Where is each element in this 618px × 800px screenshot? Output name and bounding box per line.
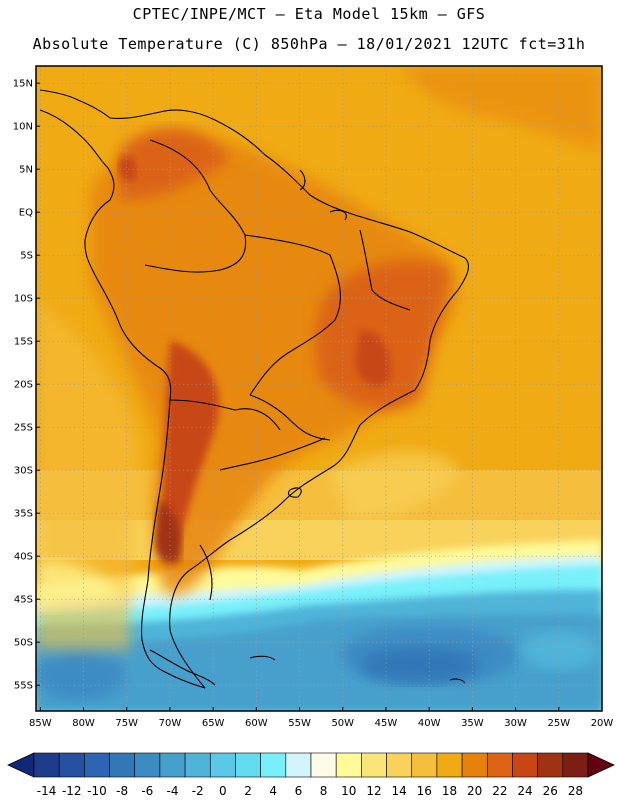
lon-tick-label: 30W <box>504 718 527 729</box>
lat-tick-label: 50S <box>14 638 33 649</box>
temperature-field <box>36 66 602 711</box>
lon-tick-label: 60W <box>245 718 268 729</box>
lon-tick-label: 85W <box>29 718 52 729</box>
colorbar-label: -8 <box>116 784 128 798</box>
latitude-axis: 15N 10N 5N EQ 5S 10S 15S 20S 25S 30S 35S 40S 45S 50S 5… <box>13 79 40 692</box>
lon-tick-label: 50W <box>331 718 354 729</box>
lat-tick-label: 40S <box>14 552 33 563</box>
lon-tick-label: 40W <box>418 718 441 729</box>
colorbar-swatch <box>235 752 261 778</box>
colorbar-label: -4 <box>167 784 179 798</box>
colorbar-swatch <box>436 752 463 778</box>
lat-tick-label: 10N <box>13 122 33 133</box>
colorbar-label: 28 <box>568 784 583 798</box>
colorbar-high-arrow <box>587 752 615 778</box>
colorbar-label: 18 <box>442 784 457 798</box>
map-frame <box>35 65 603 712</box>
colorbar-swatch <box>33 752 60 778</box>
colorbar-swatch <box>512 752 538 778</box>
lon-tick-label: 45W <box>375 718 398 729</box>
lat-tick-label: 5N <box>19 165 33 176</box>
lat-tick-label: EQ <box>19 208 33 219</box>
title-line-2: Absolute Temperature (C) 850hPa – 18/01/… <box>32 35 586 53</box>
colorbar-swatch <box>562 752 589 778</box>
colorbar-label: 0 <box>219 784 227 798</box>
colorbar-label: 8 <box>320 784 328 798</box>
colorbar-label: -12 <box>62 784 82 798</box>
colorbar-swatch <box>109 752 136 778</box>
lat-tick-label: 30S <box>14 466 33 477</box>
lat-tick-label: 55S <box>14 681 33 692</box>
lat-tick-label: 35S <box>14 509 33 520</box>
lon-tick-label: 75W <box>115 718 138 729</box>
longitude-axis: 85W 80W 75W 70W 65W 60W 55W 50W 45W 40W 35W 30W 25W 2… <box>29 707 613 729</box>
colorbar-swatch <box>260 752 287 778</box>
lon-tick-label: 65W <box>202 718 225 729</box>
colorbar-low-arrow <box>7 752 35 778</box>
colorbar-label: 12 <box>366 784 381 798</box>
colorbar-swatch <box>58 752 85 778</box>
colorbar-label: 16 <box>417 784 432 798</box>
lat-tick-label: 5S <box>20 251 33 262</box>
colorbar-swatch <box>411 752 438 778</box>
colorbar-label: 20 <box>467 784 482 798</box>
colorbar-swatch <box>386 752 413 778</box>
colorbar-swatch <box>84 752 110 778</box>
colorbar-label: 26 <box>543 784 558 798</box>
colorbar-label: 2 <box>244 784 252 798</box>
colorbar-swatch <box>461 752 488 778</box>
colorbar-swatch <box>159 752 186 778</box>
colorbar-label: -14 <box>37 784 57 798</box>
colorbar-swatch <box>486 752 513 778</box>
colorbar-label: -6 <box>141 784 153 798</box>
lon-tick-label: 20W <box>591 718 614 729</box>
colorbar-label: 14 <box>391 784 406 798</box>
colorbar-swatch <box>361 752 387 778</box>
lat-tick-label: 20S <box>14 380 33 391</box>
lat-tick-label: 15N <box>13 79 33 90</box>
colorbar-label: 6 <box>295 784 303 798</box>
lon-tick-label: 25W <box>547 718 570 729</box>
lat-tick-label: 10S <box>14 294 33 305</box>
colorbar-swatch <box>134 752 161 778</box>
colorbar-label: 10 <box>341 784 356 798</box>
colorbar-swatch <box>209 752 236 778</box>
lon-tick-label: 70W <box>159 718 182 729</box>
colorbar-swatch <box>184 752 211 778</box>
lon-tick-label: 55W <box>288 718 311 729</box>
colorbar-swatch <box>335 752 362 778</box>
lat-tick-label: 45S <box>14 595 33 606</box>
colorbar: -14 -12 -10 -8 -6 -4 -2 0 2 4 6 8 10 12 14 16 18 20 22 24 26… <box>7 752 615 798</box>
colorbar-label: 22 <box>492 784 507 798</box>
colorbar-swatch <box>310 752 337 778</box>
colorbar-label: -10 <box>87 784 107 798</box>
title-line-1: CPTEC/INPE/MCT – Eta Model 15km – GFS <box>132 5 486 23</box>
colorbar-swatch <box>537 752 564 778</box>
coastline-borders <box>39 89 470 689</box>
lon-tick-label: 80W <box>72 718 95 729</box>
colorbar-swatch <box>285 752 312 778</box>
colorbar-label: 24 <box>517 784 532 798</box>
colorbar-label: 4 <box>269 784 277 798</box>
lat-tick-label: 25S <box>14 423 33 434</box>
lat-tick-label: 15S <box>14 337 33 348</box>
colorbar-label: -2 <box>192 784 204 798</box>
lon-tick-label: 35W <box>461 718 484 729</box>
